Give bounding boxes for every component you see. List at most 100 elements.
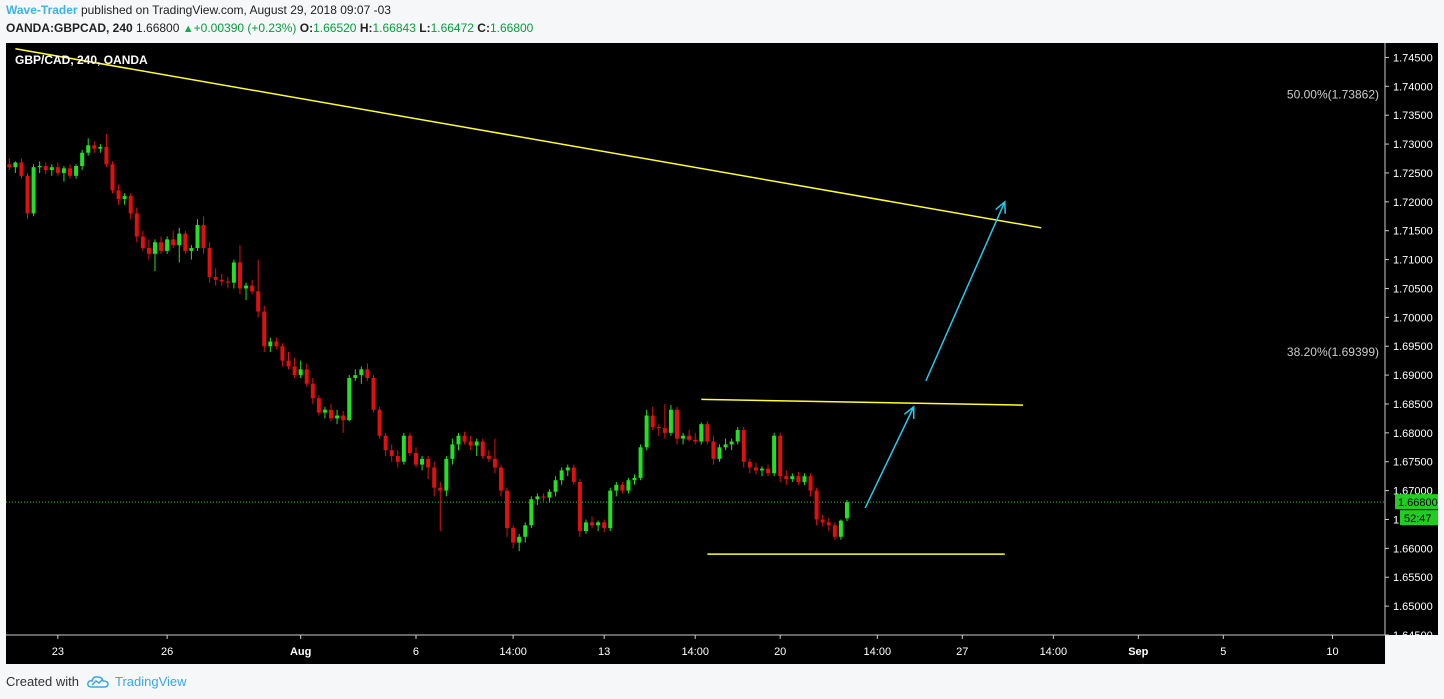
candle-body	[128, 196, 133, 214]
candle-body	[498, 467, 503, 491]
candle-body	[681, 435, 686, 439]
price-axis[interactable]	[1385, 43, 1438, 635]
candle-body	[171, 239, 176, 246]
price-tick-label: 1.74500	[1393, 52, 1433, 64]
candle-body	[304, 369, 309, 384]
candle-body	[195, 224, 200, 249]
candle-body	[711, 441, 716, 459]
candle-body	[55, 167, 60, 173]
triangle-up-icon: ▲	[182, 23, 194, 35]
symbol-label: OANDA:GBPCAD, 240	[6, 21, 133, 35]
candle-body	[480, 441, 485, 456]
candle-body	[766, 468, 771, 474]
tradingview-link[interactable]: TradingView	[114, 674, 187, 689]
close-value: 1.66800	[489, 21, 534, 35]
candle-body	[68, 168, 72, 176]
price-tick-label: 1.68500	[1393, 399, 1433, 411]
candles	[7, 133, 849, 552]
candle-body	[644, 415, 649, 448]
candle-body	[474, 441, 479, 446]
tradingview-cloud-icon	[87, 676, 109, 688]
candle-body	[335, 415, 340, 419]
candle-body	[207, 248, 212, 277]
last-price: 1.66800	[136, 21, 180, 35]
candle-body	[790, 476, 795, 480]
candle-body	[753, 467, 758, 471]
candle-body	[122, 196, 127, 199]
candle-body	[802, 476, 807, 482]
candle-body	[668, 409, 673, 433]
candle-body	[523, 525, 528, 537]
candle-body	[687, 435, 692, 440]
price-tick-label: 1.74000	[1393, 81, 1433, 93]
candle-body	[43, 166, 48, 171]
candle-body	[723, 444, 728, 448]
created-with-label: Created with	[6, 674, 79, 689]
ohlc-line: OANDA:GBPCAD, 240 1.66800 ▲+0.00390 (+0.…	[6, 21, 533, 35]
candle-body	[571, 467, 576, 482]
candle-body	[511, 528, 516, 543]
candle-body	[104, 146, 109, 165]
time-axis-ticks: 23 26 Aug 6 14:00 13 14:00 20 14:00 27 14:00 Sep 5 10	[52, 635, 1339, 658]
time-tick-label: 10	[1326, 646, 1338, 658]
price-tick-label: 1.72000	[1393, 197, 1433, 209]
candle-body	[231, 262, 236, 283]
candle-body	[432, 467, 437, 488]
candle-body	[559, 470, 564, 481]
candle-body	[832, 525, 837, 537]
candle-body	[159, 242, 164, 251]
time-tick-label: 27	[956, 646, 968, 658]
candle-body	[650, 415, 655, 428]
candle-body	[632, 477, 637, 481]
candle-body	[152, 242, 157, 254]
price-tick-label: 1.69000	[1393, 370, 1433, 382]
candle-body	[675, 409, 679, 439]
time-tick-label: 14:00	[681, 646, 709, 658]
price-tick-label: 1.65500	[1393, 572, 1433, 584]
candle-body	[37, 166, 42, 168]
candle-body	[177, 233, 182, 246]
time-tick-label: 5	[1220, 646, 1226, 658]
time-tick-label: 14:00	[499, 646, 527, 658]
candle-body	[359, 369, 364, 376]
candle-body	[426, 458, 431, 468]
candle-body	[413, 453, 418, 465]
candle-body	[286, 360, 291, 367]
price-tick-label: 1.64500	[1393, 630, 1433, 642]
candle-body	[353, 375, 358, 378]
time-axis[interactable]	[6, 635, 1385, 664]
candle-body	[383, 435, 388, 451]
projection-arrow-1	[864, 406, 915, 509]
time-tick-label: 6	[413, 646, 419, 658]
fib-level-50-label: 50.00%(1.73862)	[1287, 87, 1379, 101]
price-tick-label: 1.71000	[1393, 255, 1433, 267]
candle-body	[772, 435, 777, 474]
time-tick-label: 14:00	[1040, 646, 1068, 658]
candle-body	[201, 224, 206, 249]
candle-body	[778, 435, 783, 477]
candle-body	[608, 490, 613, 529]
author-link[interactable]: Wave-Trader	[6, 3, 78, 17]
candle-body	[268, 341, 273, 347]
candle-body	[74, 166, 79, 176]
candle-body	[820, 519, 825, 523]
chart-plot-area[interactable]	[6, 43, 1385, 635]
candle-body	[316, 398, 321, 413]
candle-body	[565, 467, 570, 471]
candle-body	[298, 369, 303, 376]
candle-body	[329, 409, 334, 419]
candle-body	[826, 522, 831, 526]
close-label: C:	[477, 21, 490, 35]
candle-body	[620, 484, 625, 491]
projection-arrow-2-head	[995, 200, 1006, 214]
candle-body	[438, 487, 443, 491]
candle-body	[759, 468, 764, 471]
price-tick-label: 1.72500	[1393, 168, 1433, 180]
candle-body	[371, 377, 376, 410]
footer: Created with TradingView	[6, 674, 187, 689]
time-tick-label: 13	[598, 646, 610, 658]
candle-body	[92, 145, 97, 149]
candle-body	[735, 429, 740, 442]
price-tick-label: 1.69500	[1393, 341, 1433, 353]
